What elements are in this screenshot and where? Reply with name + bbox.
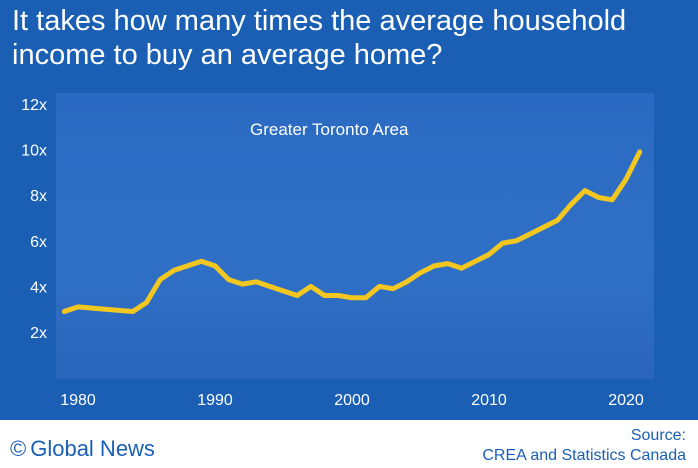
source-label: Source: [630,427,686,444]
y-tick-label: 10x [21,143,47,160]
chart-annotation: Greater Toronto Area [250,120,409,139]
y-tick-label: 4x [30,279,47,296]
headline: It takes how many times the average hous… [12,5,627,71]
x-tick-label: 2010 [471,392,507,409]
y-tick-label: 2x [30,325,47,342]
source-text: CREA and Statistics Canada [482,447,686,464]
plot-area [56,93,654,379]
brand-name: Global News [30,436,155,461]
y-tick-label: 6x [30,234,47,251]
y-axis-ticks: 2x 4x 6x 8x 10x 12x [21,97,47,342]
footer [0,420,698,468]
y-tick-label: 12x [21,97,47,114]
source-credit: Source: CREA and Statistics Canada [482,426,686,466]
series-line [61,149,643,314]
x-tick-label: 2020 [608,392,644,409]
x-tick-label: 1980 [60,392,96,409]
brand: © Global News [10,436,155,462]
copyright-icon: © [10,436,27,461]
x-axis-ticks: 1980 1990 2000 2010 2020 [60,392,644,409]
line-chart: 2x 4x 6x 8x 10x 12x 1980 1990 2000 2010 2020 Grea… [21,97,644,409]
x-tick-label: 2000 [334,392,370,409]
x-tick-label: 1990 [197,392,233,409]
y-tick-label: 8x [30,188,47,205]
